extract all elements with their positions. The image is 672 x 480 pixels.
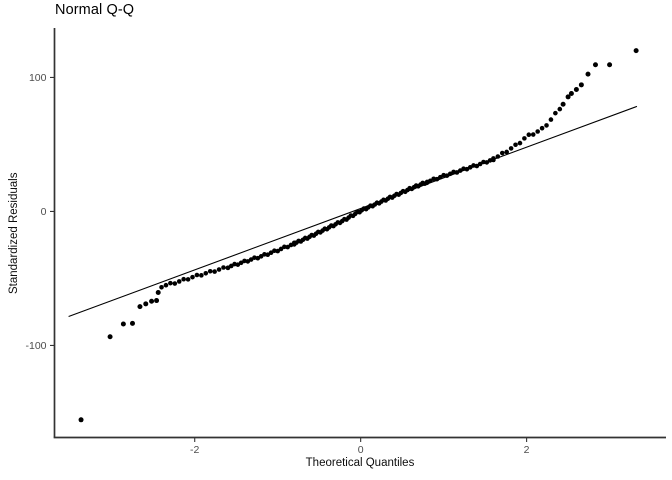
data-point bbox=[203, 271, 209, 276]
data-point bbox=[265, 252, 271, 258]
data-point bbox=[78, 417, 84, 423]
data-point bbox=[120, 321, 126, 327]
data-point bbox=[517, 140, 523, 146]
data-point bbox=[176, 279, 182, 284]
data-point bbox=[194, 272, 200, 278]
data-point bbox=[143, 301, 149, 307]
data-point bbox=[424, 180, 430, 186]
x-tick-label: -2 bbox=[190, 444, 199, 456]
data-point bbox=[607, 62, 613, 68]
y-tick-label: -100 bbox=[25, 340, 46, 352]
data-point bbox=[560, 101, 566, 107]
data-point bbox=[477, 161, 483, 167]
data-point bbox=[199, 273, 204, 278]
data-point bbox=[137, 304, 143, 310]
data-point bbox=[275, 248, 280, 254]
data-point bbox=[221, 265, 226, 270]
data-point bbox=[181, 276, 186, 282]
data-point bbox=[428, 178, 433, 184]
data-point bbox=[553, 110, 558, 116]
y-tick-label: 0 bbox=[41, 206, 47, 218]
data-point bbox=[557, 106, 563, 112]
data-point bbox=[495, 154, 501, 159]
data-point bbox=[592, 62, 598, 68]
data-point bbox=[438, 174, 443, 180]
data-point bbox=[154, 298, 160, 304]
data-point bbox=[535, 129, 540, 134]
data-point bbox=[539, 125, 545, 131]
data-point bbox=[282, 244, 287, 250]
data-point bbox=[129, 320, 135, 326]
data-point bbox=[565, 94, 571, 100]
data-point bbox=[530, 132, 536, 137]
data-point bbox=[504, 149, 509, 155]
data-point bbox=[474, 163, 480, 169]
data-point bbox=[544, 123, 549, 128]
data-point bbox=[107, 334, 113, 340]
reference-line bbox=[68, 105, 638, 318]
data-point bbox=[212, 269, 217, 274]
data-point bbox=[522, 136, 527, 141]
data-point bbox=[185, 277, 191, 282]
data-point bbox=[484, 160, 490, 165]
data-point bbox=[155, 290, 161, 296]
data-point bbox=[568, 91, 574, 97]
data-point bbox=[585, 71, 591, 77]
x-tick-label: 2 bbox=[524, 444, 530, 456]
y-tick-label: 100 bbox=[29, 72, 47, 84]
data-point bbox=[163, 282, 169, 288]
data-point bbox=[578, 82, 584, 88]
data-point bbox=[190, 274, 195, 280]
data-point bbox=[172, 281, 178, 286]
data-point bbox=[149, 298, 155, 304]
data-point bbox=[491, 157, 496, 163]
data-point bbox=[499, 150, 505, 156]
data-point bbox=[526, 132, 532, 138]
plot-title: Normal Q-Q bbox=[55, 2, 135, 18]
data-point bbox=[278, 246, 284, 252]
data-point bbox=[434, 176, 440, 182]
data-point bbox=[207, 268, 213, 274]
data-point bbox=[633, 48, 639, 54]
data-point bbox=[258, 254, 264, 259]
data-point bbox=[285, 244, 290, 250]
data-point bbox=[216, 267, 222, 272]
data-point bbox=[573, 87, 579, 93]
x-tick-label: 0 bbox=[358, 444, 364, 456]
data-point bbox=[268, 250, 274, 256]
x-axis-title: Theoretical Quantiles bbox=[305, 457, 415, 469]
data-point bbox=[508, 146, 514, 151]
data-point bbox=[168, 280, 173, 286]
data-point bbox=[159, 284, 164, 290]
data-point bbox=[548, 117, 554, 122]
data-point bbox=[513, 142, 518, 148]
